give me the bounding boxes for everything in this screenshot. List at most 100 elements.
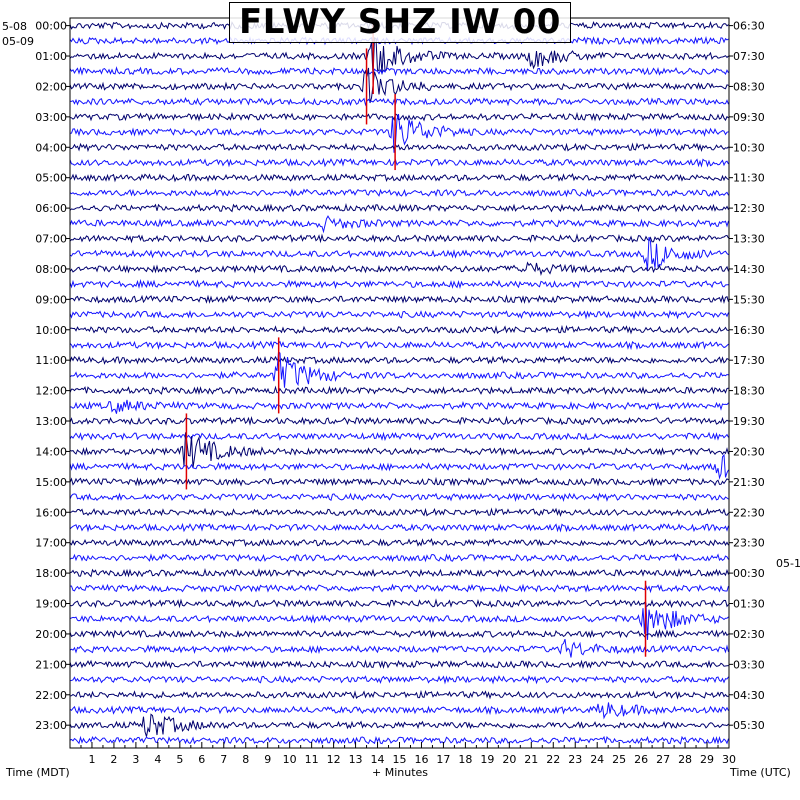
left-hour-label: 14:00 xyxy=(35,445,67,458)
minute-tick-label: 27 xyxy=(656,753,670,766)
trace-row xyxy=(69,507,729,518)
left-hour-label: 12:00 xyxy=(35,385,67,398)
trace-row xyxy=(69,492,729,503)
minute-tick-label: 8 xyxy=(242,753,249,766)
left-hour-label: 19:00 xyxy=(35,598,67,611)
right-hour-label: 05:30 xyxy=(733,719,765,732)
right-hour-label: 00:30 xyxy=(733,567,765,580)
minute-tick-label: 12 xyxy=(327,753,341,766)
trace-row xyxy=(69,310,729,320)
minute-tick-label: 16 xyxy=(414,753,428,766)
right-hour-label: 16:30 xyxy=(733,324,765,337)
minute-tick-label: 2 xyxy=(110,753,117,766)
minute-tick-label: 29 xyxy=(700,753,714,766)
minute-tick-label: 21 xyxy=(524,753,538,766)
right-hour-label: 01:30 xyxy=(733,598,765,611)
right-hour-label: 17:30 xyxy=(733,354,765,367)
right-hour-label: 09:30 xyxy=(733,111,765,124)
right-date-label: 05-1 xyxy=(776,557,800,570)
right-hour-label: 20:30 xyxy=(733,445,765,458)
left-hour-label: 03:00 xyxy=(35,111,67,124)
trace-row xyxy=(69,567,729,578)
minute-tick-label: 25 xyxy=(612,753,626,766)
trace-row xyxy=(69,350,729,388)
chart-title: FLWY SHZ IW 00 xyxy=(229,2,571,43)
trace-row xyxy=(69,233,729,244)
left-hour-label: 16:00 xyxy=(35,506,67,519)
trace-row xyxy=(69,113,729,153)
left-hour-label: 08:00 xyxy=(35,263,67,276)
trace-row xyxy=(69,675,729,685)
left-hour-label: 00:00 xyxy=(35,20,67,33)
minute-tick-label: 1 xyxy=(88,753,95,766)
minute-tick-label: 20 xyxy=(502,753,516,766)
trace-row xyxy=(69,659,729,670)
minute-tick-label: 19 xyxy=(480,753,494,766)
trace-row xyxy=(69,553,729,563)
minute-tick-label: 15 xyxy=(393,753,407,766)
left-hour-label: 06:00 xyxy=(35,202,67,215)
trace-row xyxy=(69,324,729,335)
right-hour-label: 23:30 xyxy=(733,537,765,550)
trace-row xyxy=(69,215,729,234)
trace-row xyxy=(69,157,729,168)
minute-tick-label: 23 xyxy=(568,753,582,766)
left-hour-label: 23:00 xyxy=(35,719,67,732)
right-hour-label: 08:30 xyxy=(733,80,765,93)
left-axis-label: Time (MDT) xyxy=(6,766,70,779)
trace-row xyxy=(69,432,729,468)
left-hour-label: 07:00 xyxy=(35,233,67,246)
trace-row xyxy=(69,278,729,290)
right-hour-label: 06:30 xyxy=(733,20,765,33)
x-axis-label: + Minutes xyxy=(372,766,429,779)
start-date-label: 05-09 xyxy=(2,35,34,48)
trace-row xyxy=(69,689,729,700)
minute-tick-label: 14 xyxy=(371,753,385,766)
trace-row xyxy=(69,598,729,609)
trace-row xyxy=(69,415,729,426)
top-date-label: 5-08 xyxy=(2,20,27,33)
minute-tick-label: 22 xyxy=(546,753,560,766)
right-hour-label: 14:30 xyxy=(733,263,765,276)
trace-row xyxy=(69,142,729,153)
minute-tick-label: 10 xyxy=(283,753,297,766)
trace-row xyxy=(69,638,729,658)
trace-row xyxy=(69,538,729,547)
minute-tick-label: 11 xyxy=(305,753,319,766)
right-axis-label: Time (UTC) xyxy=(730,766,791,779)
right-hour-label: 10:30 xyxy=(733,141,765,154)
trace-row xyxy=(69,188,729,198)
left-hour-label: 22:00 xyxy=(35,689,67,702)
minute-tick-label: 3 xyxy=(132,753,139,766)
left-hour-label: 20:00 xyxy=(35,628,67,641)
right-hour-label: 03:30 xyxy=(733,658,765,671)
left-hour-label: 01:00 xyxy=(35,50,67,63)
plot-area xyxy=(70,18,729,748)
left-hour-label: 11:00 xyxy=(35,354,67,367)
trace-row xyxy=(69,431,729,442)
left-hour-label: 13:00 xyxy=(35,415,67,428)
minute-tick-label: 4 xyxy=(154,753,161,766)
left-hour-label: 17:00 xyxy=(35,537,67,550)
trace-row xyxy=(69,628,729,639)
trace-row xyxy=(69,702,729,720)
trace-row xyxy=(69,355,729,365)
trace-row xyxy=(69,202,729,213)
left-hour-label: 04:00 xyxy=(35,141,67,154)
right-hour-label: 12:30 xyxy=(733,202,765,215)
left-hour-label: 15:00 xyxy=(35,476,67,489)
left-hour-label: 02:00 xyxy=(35,80,67,93)
right-hour-label: 11:30 xyxy=(733,172,765,185)
right-hour-label: 02:30 xyxy=(733,628,765,641)
trace-row xyxy=(69,67,729,104)
trace-row xyxy=(69,713,729,737)
minute-tick-label: 26 xyxy=(634,753,648,766)
trace-row xyxy=(69,453,729,480)
trace-row xyxy=(69,97,729,107)
right-hour-label: 22:30 xyxy=(733,506,765,519)
right-hour-label: 19:30 xyxy=(733,415,765,428)
trace-row xyxy=(69,66,729,77)
right-hour-label: 13:30 xyxy=(733,233,765,246)
trace-row xyxy=(69,583,729,594)
